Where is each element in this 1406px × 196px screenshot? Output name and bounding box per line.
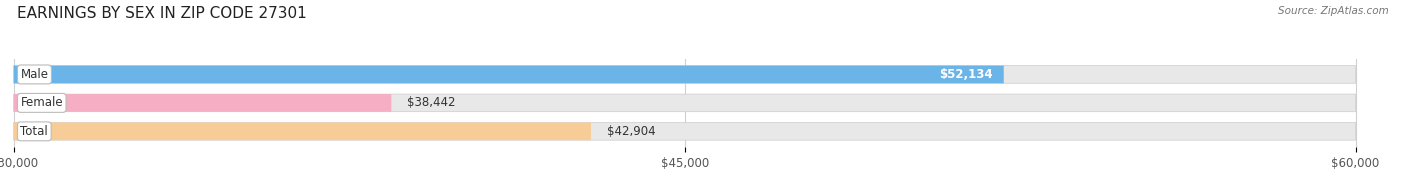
Text: Source: ZipAtlas.com: Source: ZipAtlas.com [1278, 6, 1389, 16]
FancyBboxPatch shape [14, 66, 1004, 83]
FancyBboxPatch shape [14, 66, 1355, 83]
Text: EARNINGS BY SEX IN ZIP CODE 27301: EARNINGS BY SEX IN ZIP CODE 27301 [17, 6, 307, 21]
Text: $42,904: $42,904 [607, 125, 655, 138]
FancyBboxPatch shape [14, 122, 591, 140]
Text: Total: Total [21, 125, 48, 138]
Text: $38,442: $38,442 [408, 96, 456, 109]
FancyBboxPatch shape [14, 94, 391, 112]
FancyBboxPatch shape [14, 122, 1355, 140]
FancyBboxPatch shape [14, 94, 1355, 112]
Text: Male: Male [21, 68, 48, 81]
Text: Female: Female [21, 96, 63, 109]
Text: $52,134: $52,134 [939, 68, 993, 81]
